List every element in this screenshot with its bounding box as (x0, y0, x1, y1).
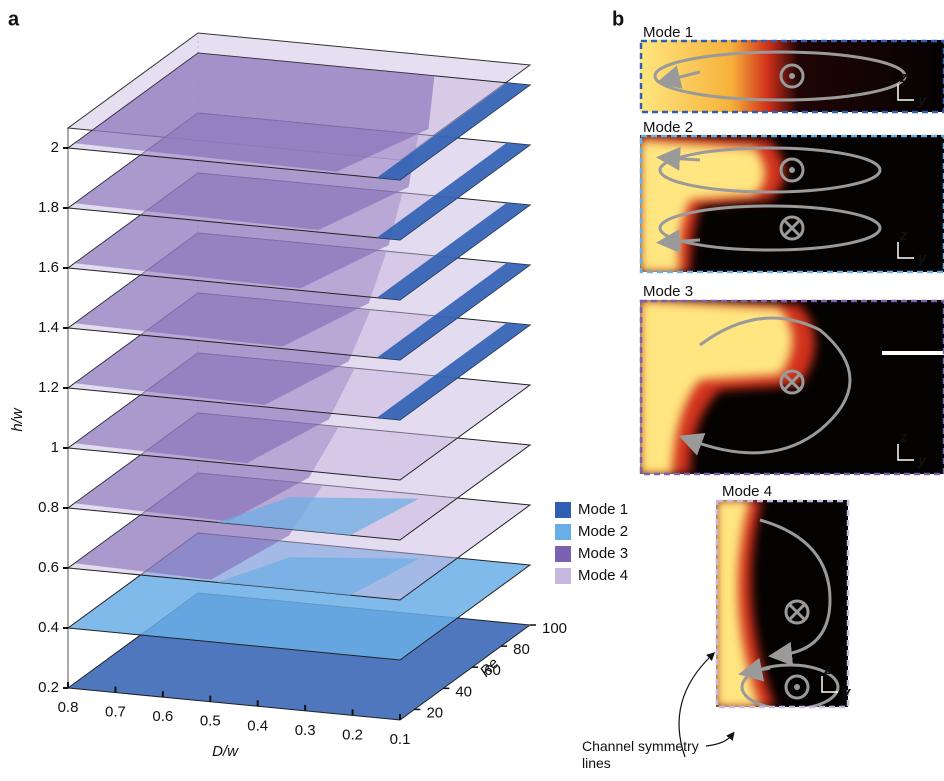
panel-label: b (612, 8, 624, 30)
depth-tick-label: 80 (513, 641, 530, 658)
y-tick-label: 0.2 (38, 679, 59, 696)
x-tick-label: 0.5 (200, 713, 221, 730)
y-tick-label: 0.8 (38, 499, 59, 516)
axis-y: y (917, 452, 927, 469)
y-axis-label: h/w (9, 407, 26, 432)
x-tick-label: 0.8 (58, 699, 79, 716)
depth-tick-label: 100 (542, 620, 567, 637)
y-tick-label: 0.4 (38, 619, 59, 636)
axis-y: y (917, 250, 927, 267)
x-tick-label: 0.7 (105, 704, 126, 721)
annotation: Channel symmetry lines (582, 738, 722, 772)
x-tick-label: 0.1 (390, 731, 411, 748)
mode-title: Mode 4 (722, 483, 772, 500)
x-tick-label: 0.2 (342, 726, 363, 743)
y-tick-label: 1 (51, 439, 59, 456)
axis-z: z (899, 69, 908, 86)
y-tick-label: 0.6 (38, 559, 59, 576)
y-tick-label: 2 (51, 139, 59, 156)
legend-swatch (555, 524, 571, 540)
y-tick-label: 1.4 (38, 319, 59, 336)
mode-title: Mode 1 (643, 24, 693, 41)
panel-a: 0.2 0.4 0.6 0.8 1 1.2 1.4 1.6 1.8 2 0.8 0.7 0.6 0.5 0.… (9, 33, 628, 760)
axis-y: y (841, 684, 851, 701)
depth-tick-label: 20 (426, 704, 443, 721)
legend-label: Mode 1 (578, 501, 628, 518)
legend-label: Mode 4 (578, 567, 628, 584)
legend-label: Mode 3 (578, 545, 628, 562)
y-tick-label: 1.8 (38, 199, 59, 216)
panel-label: a (8, 8, 20, 30)
x-tick-label: 0.4 (247, 717, 268, 734)
legend-swatch (555, 502, 571, 518)
axis-z: z (823, 661, 832, 678)
y-tick-label: 1.2 (38, 379, 59, 396)
axis-y: y (917, 92, 927, 109)
legend-swatch (555, 546, 571, 562)
x-tick-label: 0.6 (152, 708, 173, 725)
x-axis-label: D/w (212, 743, 239, 760)
depth-tick-label: 40 (455, 683, 472, 700)
y-tick-label: 1.6 (38, 259, 59, 276)
x-tick-label: 0.3 (295, 722, 316, 739)
figure: a b 0.20.40.60.811.21.41.61.820.80.70.60… (0, 0, 944, 781)
axis-z: z (899, 227, 908, 244)
mode-title: Mode 2 (643, 119, 693, 136)
axis-z: z (899, 429, 908, 446)
figure-svg: a b 0.20.40.60.811.21.41.61.820.80.70.60… (0, 0, 944, 781)
legend-label: Mode 2 (578, 523, 628, 540)
legend-swatch (555, 568, 571, 584)
mode-title: Mode 3 (643, 283, 693, 300)
